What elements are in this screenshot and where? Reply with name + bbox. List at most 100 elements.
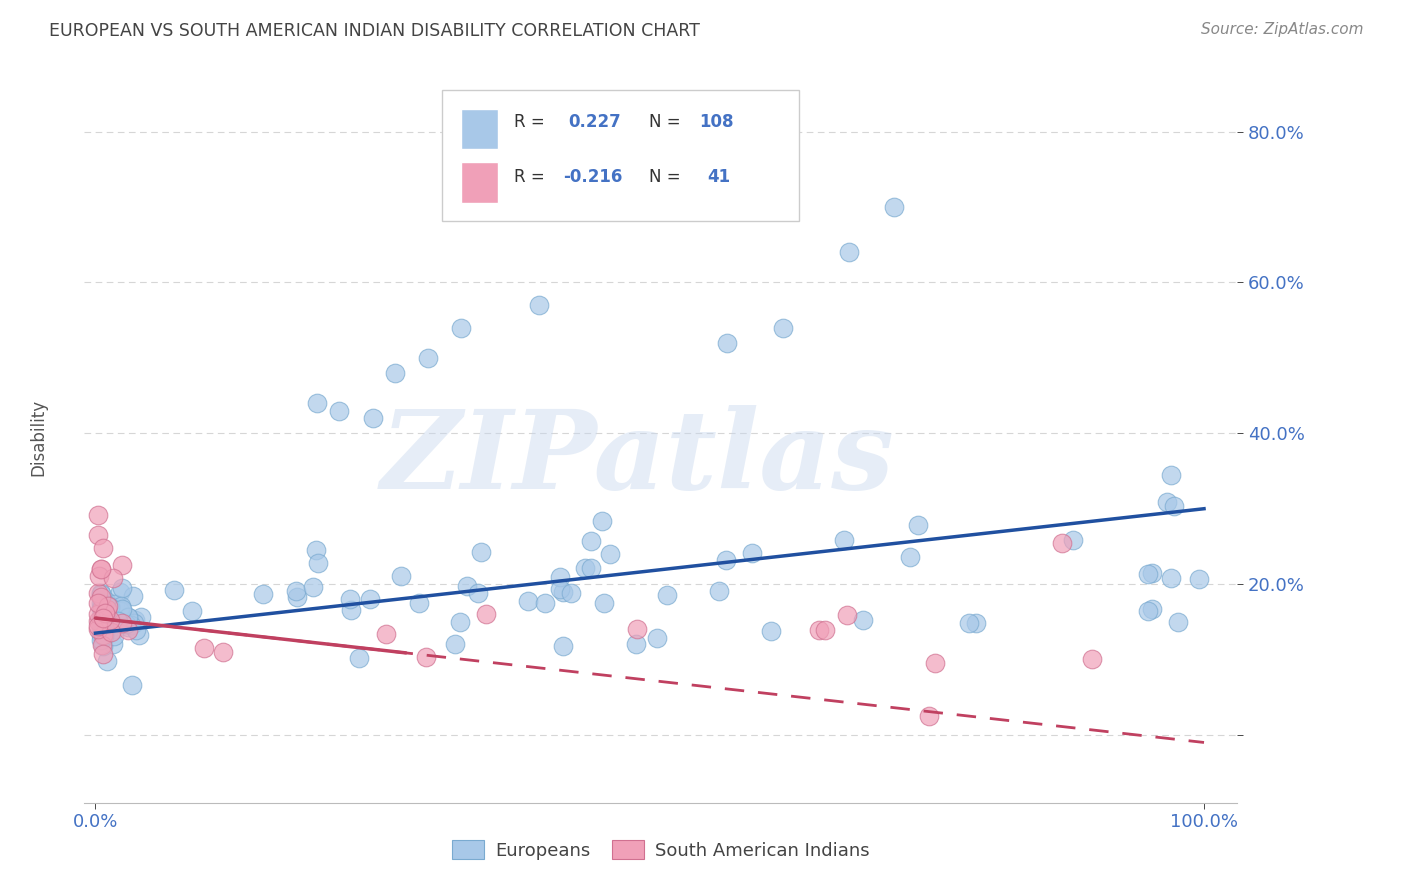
Point bbox=[1160, 467, 1182, 482]
Point bbox=[340, 602, 363, 616]
Text: EUROPEAN VS SOUTH AMERICAN INDIAN DISABILITY CORRELATION CHART: EUROPEAN VS SOUTH AMERICAN INDIAN DISABI… bbox=[49, 22, 700, 40]
Text: N =: N = bbox=[650, 113, 681, 131]
Point bbox=[129, 610, 152, 624]
Point bbox=[655, 588, 678, 602]
Point bbox=[108, 604, 131, 618]
Text: ZIPatlas: ZIPatlas bbox=[381, 405, 894, 513]
Text: 108: 108 bbox=[699, 113, 734, 131]
Point bbox=[924, 656, 946, 670]
Point bbox=[548, 582, 571, 597]
Point bbox=[1050, 535, 1073, 549]
Point bbox=[384, 366, 406, 380]
Point bbox=[90, 609, 112, 624]
Point bbox=[551, 639, 574, 653]
Text: 41: 41 bbox=[707, 168, 730, 186]
Point bbox=[285, 584, 308, 599]
Point bbox=[1062, 533, 1084, 547]
Point bbox=[90, 610, 112, 624]
Point bbox=[93, 622, 115, 636]
Point bbox=[87, 607, 110, 622]
Text: N =: N = bbox=[650, 168, 681, 186]
Point bbox=[193, 640, 215, 655]
Point bbox=[93, 611, 115, 625]
Point bbox=[301, 580, 323, 594]
Point bbox=[117, 620, 139, 634]
Point bbox=[122, 615, 145, 630]
Point bbox=[90, 601, 112, 615]
Point bbox=[551, 585, 574, 599]
Point bbox=[339, 591, 361, 606]
Point bbox=[121, 589, 143, 603]
Point bbox=[111, 604, 134, 618]
Point bbox=[548, 569, 571, 583]
Point bbox=[416, 351, 439, 365]
Point bbox=[285, 590, 308, 604]
Point bbox=[645, 632, 668, 646]
Point bbox=[470, 545, 492, 559]
Point bbox=[449, 615, 471, 629]
Point bbox=[624, 637, 647, 651]
Point bbox=[108, 585, 131, 599]
Point bbox=[450, 320, 472, 334]
Point bbox=[94, 621, 117, 635]
Point bbox=[86, 508, 108, 522]
Point bbox=[107, 614, 129, 628]
Point bbox=[1163, 500, 1185, 514]
Point bbox=[128, 628, 150, 642]
Point bbox=[907, 517, 929, 532]
Point bbox=[1136, 567, 1159, 582]
Point bbox=[579, 534, 602, 549]
Point bbox=[837, 607, 859, 622]
Point bbox=[101, 571, 124, 585]
Point bbox=[1167, 615, 1189, 630]
Point bbox=[108, 603, 131, 617]
Point bbox=[918, 709, 941, 723]
Point bbox=[444, 637, 467, 651]
Point bbox=[467, 586, 489, 600]
Point bbox=[90, 626, 112, 640]
Point bbox=[93, 541, 115, 555]
Point bbox=[91, 628, 114, 642]
Point bbox=[103, 629, 125, 643]
Point bbox=[117, 610, 139, 624]
Point bbox=[181, 604, 204, 618]
Point bbox=[104, 597, 127, 611]
Point bbox=[96, 617, 118, 632]
Point bbox=[117, 610, 139, 624]
Point bbox=[90, 586, 112, 600]
Point bbox=[87, 619, 110, 633]
Point bbox=[1137, 604, 1160, 618]
Point bbox=[716, 335, 738, 350]
Point bbox=[91, 647, 114, 661]
Point bbox=[252, 586, 274, 600]
Point bbox=[111, 616, 134, 631]
Point bbox=[90, 632, 112, 647]
Point bbox=[1187, 572, 1209, 586]
Text: Source: ZipAtlas.com: Source: ZipAtlas.com bbox=[1201, 22, 1364, 37]
Point bbox=[1081, 652, 1104, 666]
Text: R =: R = bbox=[515, 168, 546, 186]
Point bbox=[98, 613, 121, 627]
Point bbox=[307, 396, 329, 410]
Point bbox=[104, 622, 127, 636]
Point bbox=[741, 546, 763, 560]
Point bbox=[90, 612, 112, 626]
Point bbox=[90, 599, 112, 613]
Point bbox=[111, 581, 134, 595]
Point bbox=[115, 617, 138, 632]
Text: Disability: Disability bbox=[30, 399, 48, 475]
FancyBboxPatch shape bbox=[461, 162, 498, 202]
Point bbox=[957, 616, 980, 631]
Point bbox=[883, 200, 905, 214]
Point bbox=[120, 617, 142, 632]
Point bbox=[90, 587, 112, 601]
Point bbox=[97, 616, 120, 631]
Point bbox=[91, 611, 114, 625]
Point bbox=[579, 561, 602, 575]
Point bbox=[121, 677, 143, 691]
Point bbox=[86, 586, 108, 600]
Point bbox=[474, 607, 496, 622]
Point bbox=[898, 549, 921, 564]
Point bbox=[560, 586, 582, 600]
Point bbox=[1160, 571, 1182, 585]
